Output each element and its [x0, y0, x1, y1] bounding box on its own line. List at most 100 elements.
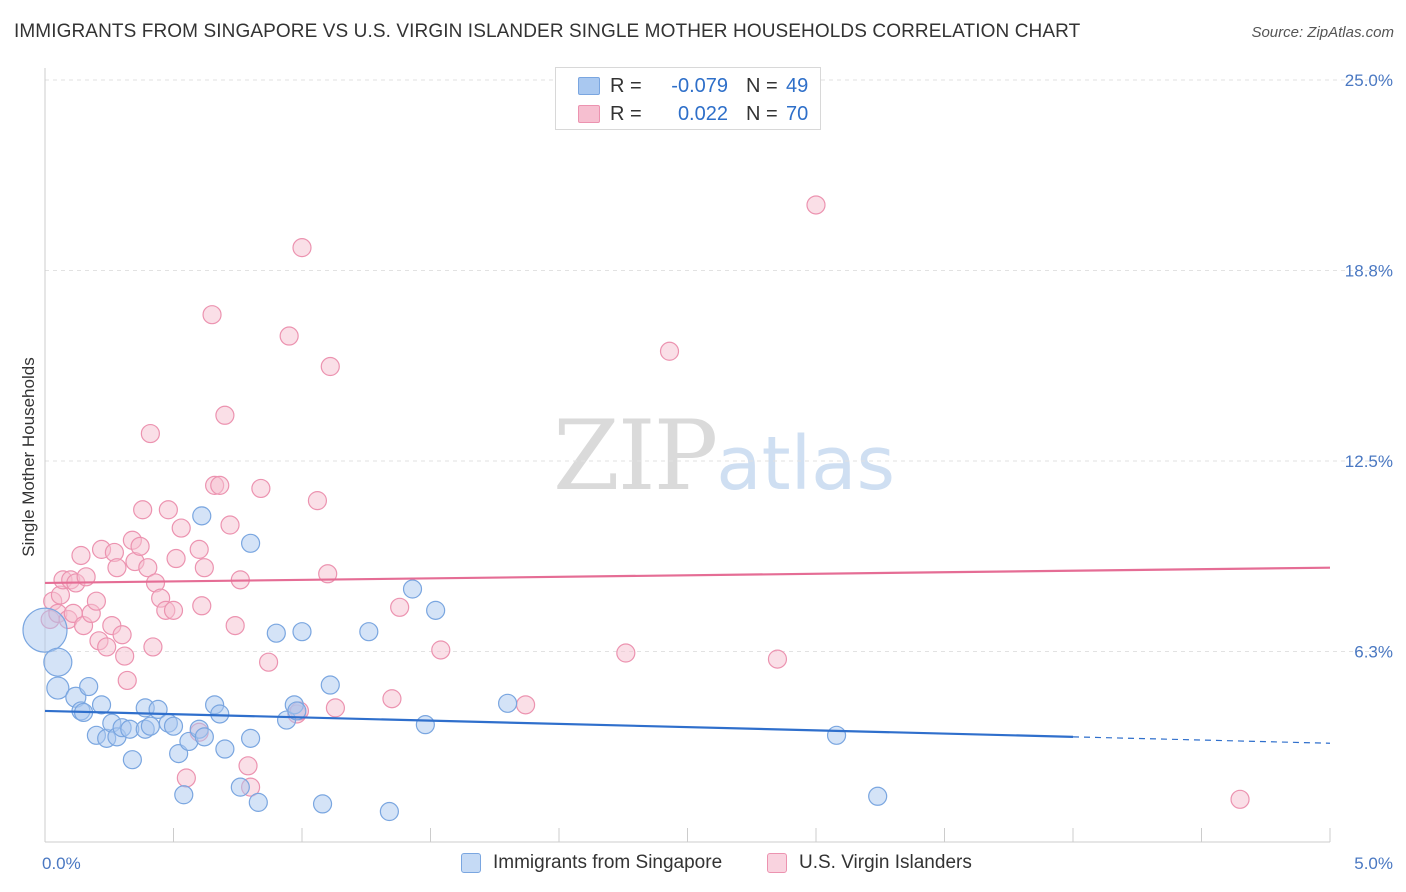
point-singapore: [46, 676, 70, 700]
legend-n-label: N =: [746, 74, 778, 97]
point-virgin-islanders: [97, 637, 117, 657]
legend-item-virgin-islanders[interactable]: U.S. Virgin Islanders: [767, 852, 972, 874]
point-virgin-islanders: [307, 491, 328, 511]
point-virgin-islanders: [171, 518, 191, 538]
point-singapore: [241, 728, 261, 748]
point-singapore: [426, 600, 446, 620]
point-virgin-islanders: [225, 615, 245, 636]
correlation-legend: R = -0.079 N = 49 R = 0.022 N = 70: [555, 67, 821, 130]
x-tick-label: 0.0%: [42, 854, 81, 873]
point-virgin-islanders: [382, 689, 402, 709]
y-axis-label: Single Mother Households: [19, 357, 38, 556]
point-virgin-islanders: [515, 695, 536, 715]
point-virgin-islanders: [86, 591, 107, 611]
point-singapore: [192, 506, 212, 526]
point-singapore: [230, 777, 250, 797]
point-virgin-islanders: [215, 405, 235, 425]
point-virgin-islanders: [163, 600, 184, 620]
point-virgin-islanders: [158, 500, 178, 520]
point-virgin-islanders: [189, 539, 209, 559]
series-legend: Immigrants from Singapore U.S. Virgin Is…: [0, 852, 1406, 878]
point-virgin-islanders: [140, 423, 160, 444]
grid-lines: [45, 79, 1390, 652]
source-label: Source: ZipAtlas.com: [1251, 24, 1394, 41]
trend-line-virgin-islanders: [44, 566, 1331, 585]
point-virgin-islanders: [112, 625, 132, 645]
axes: [44, 68, 1331, 843]
legend-n-value: 70: [786, 102, 809, 125]
point-singapore: [287, 701, 307, 721]
point-singapore: [241, 533, 261, 553]
point-singapore: [359, 622, 379, 642]
point-virgin-islanders: [318, 564, 338, 584]
series-singapore: [22, 506, 888, 822]
legend-row-singapore: R = -0.079 N = 49: [578, 73, 808, 99]
point-virgin-islanders: [115, 646, 135, 666]
point-singapore: [498, 693, 518, 713]
legend-r-label: R =: [610, 74, 642, 97]
chart-title: IMMIGRANTS FROM SINGAPORE VS U.S. VIRGIN…: [14, 21, 1081, 42]
legend-n-label: N =: [746, 102, 778, 125]
point-singapore: [163, 716, 184, 736]
point-virgin-islanders: [220, 515, 240, 535]
legend-swatch-virgin-islanders: [578, 105, 600, 123]
point-virgin-islanders: [143, 637, 163, 657]
y-tick-label: 18.8%: [1345, 262, 1393, 281]
tick-labels: 6.3% 12.5% 18.8% 25.0% 0.0% 5.0% Single Mother…: [19, 71, 1393, 873]
watermark: ZIPatlas: [553, 400, 895, 512]
point-singapore: [248, 792, 268, 812]
point-singapore: [140, 716, 160, 736]
point-singapore: [169, 744, 189, 764]
legend-r-label: R =: [610, 102, 642, 125]
point-virgin-islanders: [130, 536, 150, 556]
point-virgin-islanders: [238, 756, 258, 776]
point-virgin-islanders: [133, 500, 153, 520]
point-singapore: [868, 786, 888, 806]
y-tick-label: 25.0%: [1345, 71, 1393, 90]
legend-n-value: 49: [786, 74, 809, 97]
point-virgin-islanders: [117, 670, 137, 691]
point-singapore: [194, 727, 214, 747]
point-singapore: [320, 675, 340, 695]
legend-swatch-singapore: [461, 853, 481, 873]
y-tick-label: 12.5%: [1345, 452, 1393, 471]
point-singapore: [79, 676, 99, 697]
point-virgin-islanders: [138, 558, 158, 578]
legend-label-singapore: Immigrants from Singapore: [493, 852, 723, 873]
point-virgin-islanders: [166, 548, 186, 569]
point-virgin-islanders: [390, 597, 410, 617]
point-singapore: [43, 647, 73, 677]
point-virgin-islanders: [325, 698, 346, 718]
point-virgin-islanders: [279, 326, 299, 346]
point-virgin-islanders: [176, 768, 196, 788]
point-virgin-islanders: [1230, 789, 1250, 809]
point-virgin-islanders: [292, 238, 312, 258]
point-virgin-islanders: [258, 652, 279, 672]
point-singapore: [122, 750, 142, 770]
point-virgin-islanders: [107, 558, 127, 578]
point-virgin-islanders: [210, 475, 230, 495]
point-singapore: [312, 794, 333, 814]
point-singapore: [22, 607, 68, 653]
trend-line-singapore-extrapolated: [1072, 736, 1331, 744]
legend-item-singapore[interactable]: Immigrants from Singapore: [461, 852, 722, 874]
point-singapore: [91, 695, 112, 715]
legend-r-value: -0.079: [671, 74, 728, 97]
point-virgin-islanders: [192, 596, 212, 616]
point-singapore: [215, 739, 235, 759]
point-virgin-islanders: [194, 558, 214, 578]
y-tick-label: 6.3%: [1354, 643, 1393, 662]
point-virgin-islanders: [320, 356, 340, 377]
point-virgin-islanders: [767, 649, 788, 669]
watermark-atlas: atlas: [716, 421, 896, 507]
trend-line-singapore: [44, 709, 1074, 738]
point-singapore: [379, 801, 399, 822]
point-virgin-islanders: [202, 305, 222, 325]
point-virgin-islanders: [71, 545, 91, 566]
legend-swatch-virgin-islanders: [767, 853, 787, 873]
legend-label-virgin-islanders: U.S. Virgin Islanders: [799, 852, 972, 873]
point-virgin-islanders: [806, 195, 826, 215]
point-singapore: [266, 623, 286, 643]
point-virgin-islanders: [251, 478, 271, 499]
